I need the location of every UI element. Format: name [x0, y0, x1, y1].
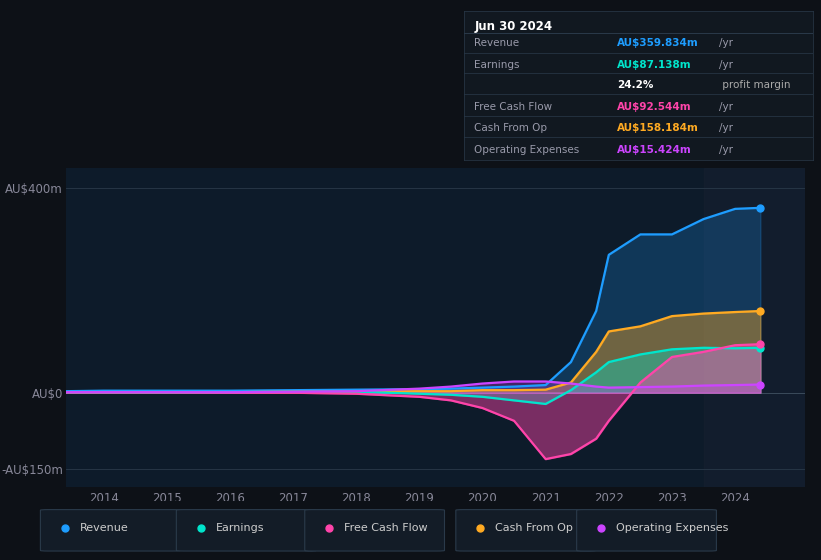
Text: Revenue: Revenue [475, 38, 520, 48]
Text: /yr: /yr [718, 38, 732, 48]
Text: Earnings: Earnings [216, 522, 264, 533]
Text: Free Cash Flow: Free Cash Flow [475, 102, 553, 112]
Text: Cash From Op: Cash From Op [495, 522, 573, 533]
Text: Jun 30 2024: Jun 30 2024 [475, 20, 553, 33]
FancyBboxPatch shape [305, 510, 444, 551]
Text: AU$92.544m: AU$92.544m [617, 102, 692, 112]
Text: Operating Expenses: Operating Expenses [616, 522, 728, 533]
Text: profit margin: profit margin [718, 80, 790, 90]
Text: /yr: /yr [718, 60, 732, 70]
FancyBboxPatch shape [576, 510, 717, 551]
FancyBboxPatch shape [40, 510, 180, 551]
Bar [704, 168, 805, 487]
Text: AU$15.424m: AU$15.424m [617, 145, 692, 155]
Text: AU$87.138m: AU$87.138m [617, 60, 692, 70]
Text: /yr: /yr [718, 123, 732, 133]
Text: /yr: /yr [718, 102, 732, 112]
Text: Cash From Op: Cash From Op [475, 123, 548, 133]
Text: Revenue: Revenue [80, 522, 128, 533]
Text: AU$158.184m: AU$158.184m [617, 123, 699, 133]
Text: Operating Expenses: Operating Expenses [475, 145, 580, 155]
Text: Earnings: Earnings [475, 60, 520, 70]
Text: 24.2%: 24.2% [617, 80, 654, 90]
Text: AU$359.834m: AU$359.834m [617, 38, 699, 48]
FancyBboxPatch shape [177, 510, 316, 551]
FancyBboxPatch shape [456, 510, 595, 551]
Text: Free Cash Flow: Free Cash Flow [344, 522, 428, 533]
Text: /yr: /yr [718, 145, 732, 155]
